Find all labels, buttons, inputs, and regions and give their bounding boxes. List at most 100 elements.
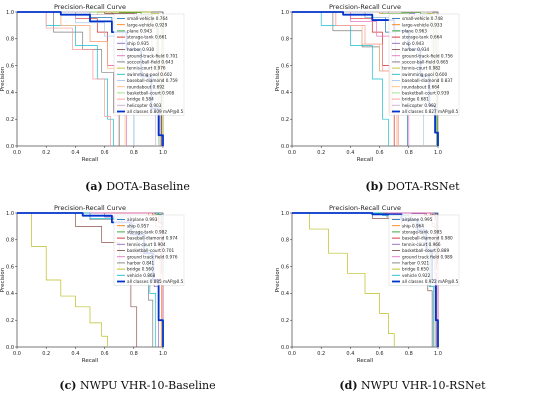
legend-box [388,13,460,116]
x-axis-label: Recall [357,358,374,364]
x-tick-label: 0.2 [42,351,50,357]
panel-dota-rsnet: Precision-Recall Curve 0.0 0.2 0.4 0.6 0.8 1.0… [275,0,550,200]
legend-label: basketball-court 0.889 [402,248,449,253]
x-tick-label: 0.6 [101,150,109,156]
x-tick-label: 0.8 [130,150,138,156]
x-tick-label: 0.0 [13,351,21,357]
chart-title: Precision-Recall Curve [54,204,126,212]
pr-chart: Precision-Recall Curve 0.0 0.2 0.4 0.6 0.8 1.0… [0,3,185,163]
y-tick-label: 0.8 [281,37,289,43]
legend-label: tennis-court 0.904 [127,242,166,247]
caption: (d) NWPU VHR-10-RSNet [275,379,550,392]
series-curve [17,11,111,146]
x-tick-label: 0.8 [405,351,413,357]
y-tick-label: 0.8 [6,37,14,43]
x-tick-label: 1.0 [434,150,442,156]
x-tick-label: 0.2 [42,150,50,156]
caption-letter: (d) [339,379,358,392]
legend-box [113,13,185,116]
x-tick-label: 0.4 [346,150,354,156]
legend-label: baseball-diamond 0.980 [402,236,453,241]
legend-label: all classes 0.809 mAP@0.5 [127,109,184,114]
y-tick-label: 0.6 [281,264,289,270]
legend-box [388,214,460,286]
x-tick-label: 1.0 [159,351,167,357]
legend-label: bridge 0.650 [402,267,429,272]
x-tick-label: 0.6 [101,351,109,357]
legend-label: basketball-court 0.939 [402,91,449,96]
x-axis-label: Recall [82,358,99,364]
x-tick-label: 0.8 [130,351,138,357]
legend-label: basketball-court 0.908 [127,91,174,96]
caption-text: DOTA-Baseline [106,180,190,193]
legend-label: harbor 0.841 [127,261,155,266]
panel-nwpu-baseline: Precision-Recall Curve 0.0 0.2 0.4 0.6 0.8 1.0… [0,201,275,401]
caption: (a) DOTA-Baseline [0,180,275,193]
y-tick-label: 0.2 [281,318,289,324]
x-tick-label: 0.6 [376,150,384,156]
y-tick-label: 0.0 [6,144,14,150]
x-tick-label: 0.0 [288,351,296,357]
legend-label: baseball-diamond 0.759 [127,78,178,83]
legend-label: bridge 0.681 [402,97,429,102]
legend-label: ship 0.957 [127,223,149,228]
legend-label: storage-tank 0.661 [127,35,167,40]
y-tick-label: 0.4 [6,90,14,96]
legend-label: harbor 0.934 [402,47,430,52]
x-tick-label: 1.0 [434,351,442,357]
caption-letter: (c) [59,379,77,392]
legend-label: ground-track-field 0.701 [127,53,178,58]
caption-letter: (a) [85,180,103,193]
legend-label: all classes 0.827 mAP@0.5 [402,109,459,114]
y-tick-label: 0.4 [6,291,14,297]
y-tick-label: 0.2 [6,117,14,123]
legend-label: harbor 0.930 [127,47,155,52]
legend-label: helicopter 0.903 [127,103,162,108]
y-axis-label: Precision [0,267,6,292]
x-tick-label: 0.4 [71,351,79,357]
series-curve [17,212,108,347]
y-tick-label: 0.6 [281,63,289,69]
legend-label: plane 0.963 [402,29,427,34]
y-tick-label: 1.0 [6,10,14,16]
y-tick-label: 1.0 [281,10,289,16]
legend-label: soccer-ball-field 0.643 [127,60,174,65]
legend-label: all classes 0.922 mAP@0.5 [402,279,459,284]
legend-label: ground track field 0.989 [402,254,453,259]
y-tick-label: 0.4 [281,90,289,96]
series-curve [292,11,389,146]
x-tick-label: 0.0 [13,150,21,156]
chart-title: Precision-Recall Curve [329,204,401,212]
legend-label: tennis-court 0.966 [402,242,441,247]
legend-label: baseball-diamond 0.974 [127,236,178,241]
legend-label: baseball-diamond 0.837 [402,78,453,83]
caption-text: NWPU VHR-10-Baseline [80,379,216,392]
y-tick-label: 0.4 [281,291,289,297]
legend-label: helicopter 0.992 [402,103,437,108]
legend-label: storage-tank 0.664 [402,35,442,40]
legend-label: small-vehicle 0.748 [402,16,443,21]
legend-label: storage-tank 0.982 [127,230,167,235]
legend-label: harbor 0.921 [402,261,430,266]
x-tick-label: 0.4 [346,351,354,357]
pr-chart: Precision-Recall Curve 0.0 0.2 0.4 0.6 0.8 1.0… [275,3,460,163]
x-tick-label: 0.2 [317,351,325,357]
legend-label: airplane 0.995 [402,217,433,222]
x-tick-label: 1.0 [159,150,167,156]
legend-label: swimming-pool 0.602 [127,72,173,77]
y-tick-label: 0.8 [281,238,289,244]
caption-text: DOTA-RSNet [387,180,460,193]
x-tick-label: 0.6 [376,351,384,357]
legend-label: ground track field 0.976 [127,254,178,259]
y-axis-label: Precision [275,267,281,292]
legend-label: storage-tank 0.985 [402,230,442,235]
legend-label: soccer-ball-field 0.665 [402,60,449,65]
legend-label: roundabout 0.664 [402,84,440,89]
legend-label: tennis-court 0.976 [127,66,166,71]
y-tick-label: 1.0 [6,211,14,217]
y-tick-label: 1.0 [281,211,289,217]
caption-text: NWPU VHR-10-RSNet [361,379,486,392]
legend-label: ground-track-field 0.756 [402,53,453,58]
legend-label: large-vehicle 0.929 [127,22,168,27]
legend-label: bridge 0.584 [127,97,154,102]
